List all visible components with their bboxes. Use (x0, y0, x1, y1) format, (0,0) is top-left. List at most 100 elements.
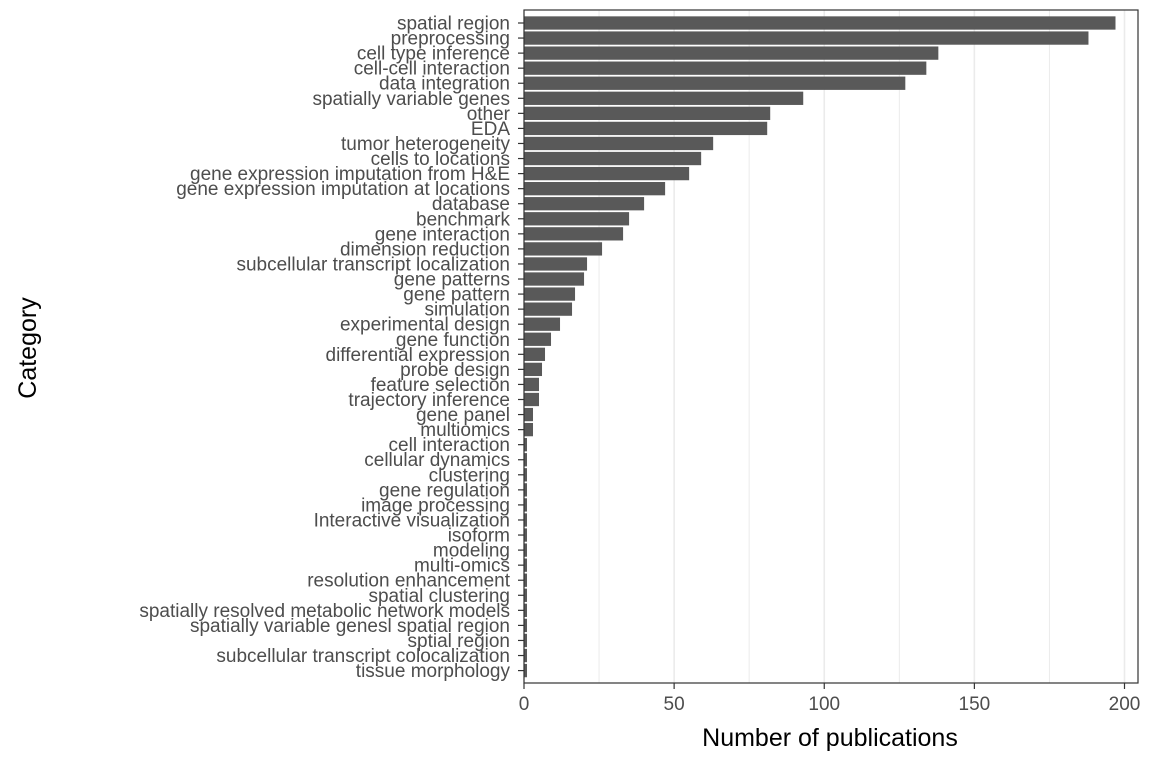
category-label: image processing (361, 495, 510, 516)
x-axis-title: Number of publications (702, 724, 958, 752)
category-label: other (467, 104, 511, 125)
category-label: tumor heterogeneity (341, 134, 510, 155)
category-label: cell-cell interaction (354, 59, 510, 80)
category-label: gene expression imputation from H&E (190, 164, 510, 185)
category-label: spatially resolved metabolic network mod… (139, 601, 510, 622)
category-label: benchmark (416, 209, 510, 230)
bar (524, 663, 528, 678)
bar (524, 16, 1116, 30)
x-tick-label: 100 (808, 694, 840, 715)
x-tick-label: 150 (959, 694, 991, 715)
bar (524, 287, 576, 301)
bar (524, 603, 528, 617)
category-label: Interactive visualization (314, 510, 510, 531)
x-axis-ticks: 0 50 100 150 200 (519, 683, 1141, 715)
bar (524, 498, 528, 512)
bar (524, 317, 561, 331)
bar (524, 182, 666, 196)
category-label: spatial clustering (368, 586, 510, 607)
category-label: experimental design (340, 315, 510, 336)
bar (524, 257, 588, 271)
y-axis-title: Category (14, 297, 42, 399)
panel-border (523, 9, 1139, 684)
bar (524, 347, 546, 361)
bar (524, 618, 528, 633)
category-label: cell interaction (389, 435, 510, 456)
category-label: subcellular transcript localization (236, 254, 510, 275)
bar (524, 166, 690, 181)
bar (524, 91, 804, 105)
category-label: gene expression imputation at locations (176, 179, 510, 200)
category-label: trajectory inference (348, 390, 510, 411)
category-label: cellular dynamics (364, 450, 510, 471)
bar (524, 392, 540, 407)
category-label: spatially variable genes (312, 89, 510, 110)
category-label: gene panel (416, 405, 510, 426)
category-label: simulation (424, 300, 510, 321)
bar (524, 227, 624, 241)
bars (524, 16, 1116, 678)
bar (524, 31, 1089, 45)
category-label: gene regulation (379, 480, 510, 501)
category-label: gene pattern (403, 285, 510, 306)
category-label: gene patterns (394, 270, 510, 291)
category-label: probe design (400, 360, 510, 381)
category-label: data integration (379, 74, 510, 95)
category-label: cell type inference (357, 44, 510, 65)
bar (524, 46, 939, 60)
category-label: database (432, 194, 510, 215)
bar (524, 242, 603, 256)
category-label: multiomics (420, 420, 510, 441)
bar (524, 136, 714, 151)
category-label: clustering (429, 465, 510, 486)
bar (524, 648, 528, 663)
bar (524, 528, 528, 542)
bar (524, 558, 528, 572)
bar (524, 543, 528, 557)
bar (524, 332, 552, 346)
bar (524, 151, 702, 166)
category-label: isoform (448, 526, 510, 547)
category-label: EDA (471, 119, 510, 140)
bar (524, 302, 573, 316)
x-tick-label: 50 (664, 694, 685, 715)
category-label: multi-omics (414, 556, 510, 577)
category-label: cells to locations (371, 149, 510, 170)
bar (524, 121, 768, 136)
bar (524, 483, 528, 497)
category-label: sptial region (408, 631, 510, 652)
category-label: resolution enhancement (307, 571, 511, 592)
category-label: tissue morphology (356, 661, 511, 682)
bar (524, 407, 534, 422)
bar (524, 453, 528, 467)
category-label: gene function (396, 330, 510, 351)
category-label: spatially variable genesl spatial region (190, 616, 510, 637)
category-label: dimension reduction (340, 239, 510, 260)
x-tick-label: 200 (1109, 694, 1141, 715)
bar (524, 573, 528, 587)
bar (524, 212, 630, 226)
bar (524, 61, 927, 75)
category-label: preprocessing (391, 29, 510, 50)
bar (524, 422, 534, 437)
bar (524, 377, 540, 392)
bar (524, 362, 543, 377)
category-label: spatial region (397, 14, 510, 35)
category-label: modeling (433, 541, 510, 562)
bar (524, 272, 585, 286)
bar (524, 588, 528, 602)
category-label: subcellular transcript colocalization (216, 646, 510, 667)
x-tick-label: 0 (519, 694, 530, 715)
category-label: gene interaction (375, 224, 510, 245)
bar (524, 197, 645, 211)
y-axis-ticks (518, 22, 524, 672)
bar (524, 106, 771, 121)
bar (524, 633, 528, 648)
category-label: feature selection (371, 375, 510, 396)
bar (524, 76, 906, 90)
bar (524, 468, 528, 482)
bar (524, 513, 528, 527)
category-label: differential expression (326, 345, 510, 366)
